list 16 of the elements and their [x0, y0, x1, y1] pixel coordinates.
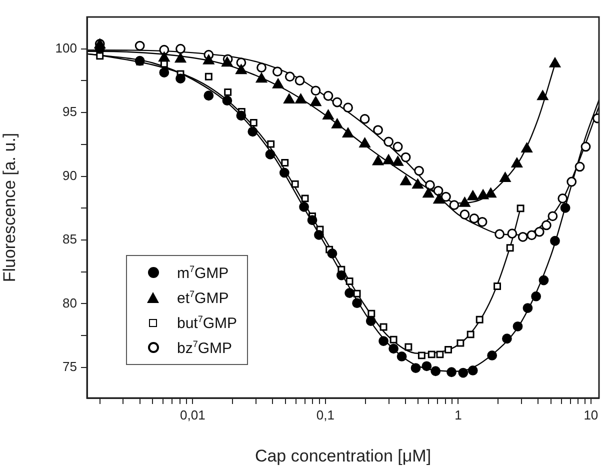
y-tick-label: 95 [62, 104, 77, 120]
legend-label: bz$^{7}$GMP [177, 338, 232, 356]
x-tick-label: 1 [454, 407, 462, 422]
legend-label: m$^{7}$GMP [177, 264, 229, 282]
y-tick-label: 100 [55, 40, 77, 56]
x-tick-label: 0,01 [180, 407, 206, 422]
x-tick-label: 10 [584, 407, 598, 422]
y-tick-label: 85 [62, 232, 77, 247]
legend-label: et$^{7}$GMP [177, 288, 229, 306]
y-tick-label: 90 [62, 168, 77, 183]
y-axis-title: Fluorescence [a. u.] [0, 132, 19, 282]
y-tick-label: 75 [62, 358, 77, 374]
legend-label: but$^{7}$GMP [177, 314, 238, 332]
x-axis-title: Cap concentration [μM] [254, 446, 432, 466]
x-tick-label: 0,1 [316, 407, 334, 422]
y-tick-label: 80 [62, 295, 77, 310]
